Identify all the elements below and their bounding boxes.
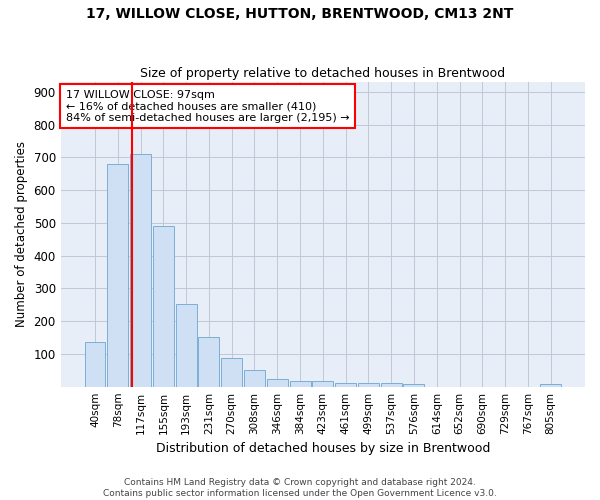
Bar [381, 383, 401, 386]
Text: 17 WILLOW CLOSE: 97sqm
← 16% of detached houses are smaller (410)
84% of semi-de: 17 WILLOW CLOSE: 97sqm ← 16% of detached… [66, 90, 350, 123]
Bar [244, 370, 265, 386]
Bar [221, 358, 242, 386]
Bar [403, 384, 424, 386]
Bar [358, 383, 379, 386]
Bar [85, 342, 106, 386]
Bar [176, 304, 197, 386]
Title: Size of property relative to detached houses in Brentwood: Size of property relative to detached ho… [140, 66, 505, 80]
Bar [540, 384, 561, 386]
Bar [335, 383, 356, 386]
X-axis label: Distribution of detached houses by size in Brentwood: Distribution of detached houses by size … [155, 442, 490, 455]
Text: 17, WILLOW CLOSE, HUTTON, BRENTWOOD, CM13 2NT: 17, WILLOW CLOSE, HUTTON, BRENTWOOD, CM1… [86, 8, 514, 22]
Text: Contains HM Land Registry data © Crown copyright and database right 2024.
Contai: Contains HM Land Registry data © Crown c… [103, 478, 497, 498]
Bar [130, 154, 151, 386]
Bar [313, 381, 334, 386]
Bar [290, 381, 311, 386]
Y-axis label: Number of detached properties: Number of detached properties [15, 142, 28, 328]
Bar [153, 226, 174, 386]
Bar [267, 380, 288, 386]
Bar [107, 164, 128, 386]
Bar [199, 337, 220, 386]
